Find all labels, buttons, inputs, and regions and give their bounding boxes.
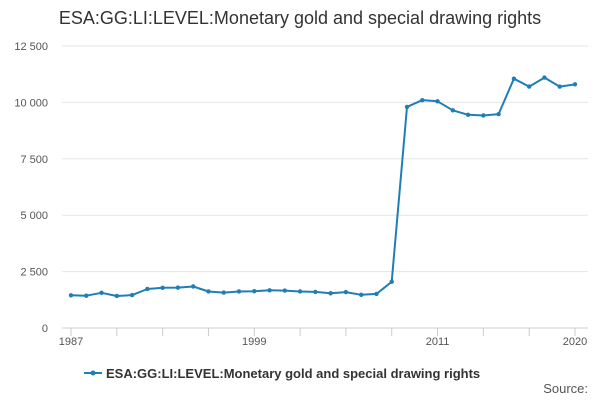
y-tick-label: 7 500	[20, 154, 48, 166]
x-tick-label: 1999	[242, 336, 266, 348]
data-point[interactable]	[190, 284, 196, 289]
data-point[interactable]	[114, 293, 120, 299]
y-tick-label: 5 000	[20, 210, 48, 222]
data-point[interactable]	[481, 113, 486, 118]
y-tick-label: 2 500	[20, 267, 48, 279]
x-tick-label: 1987	[59, 336, 83, 348]
data-point[interactable]	[374, 291, 379, 297]
source-label: Source:	[543, 381, 588, 396]
data-point[interactable]	[129, 292, 135, 298]
legend-label[interactable]: ESA:GG:LI:LEVEL:Monetary gold and specia…	[106, 366, 480, 381]
x-tick-label: 2011	[426, 336, 450, 348]
data-point[interactable]	[526, 84, 532, 89]
data-point[interactable]	[420, 97, 425, 103]
data-point[interactable]	[84, 293, 89, 298]
data-point[interactable]	[297, 289, 303, 294]
y-tick-label: 10 000	[14, 97, 48, 109]
data-point[interactable]	[236, 289, 242, 294]
data-point[interactable]	[328, 291, 333, 296]
data-point[interactable]	[282, 288, 288, 293]
data-point[interactable]	[221, 290, 226, 295]
data-point[interactable]	[542, 75, 547, 80]
grid-layer	[62, 45, 588, 273]
data-point[interactable]	[511, 76, 517, 81]
data-point[interactable]	[252, 289, 257, 294]
x-tick-label: 2020	[563, 336, 587, 348]
series-layer	[68, 75, 578, 299]
data-point[interactable]	[496, 111, 501, 117]
data-point[interactable]	[343, 289, 349, 295]
data-point[interactable]	[267, 288, 272, 293]
data-point[interactable]	[465, 112, 471, 118]
data-point[interactable]	[358, 292, 364, 298]
data-point[interactable]	[206, 289, 211, 294]
data-point[interactable]	[175, 285, 181, 290]
data-point[interactable]	[404, 104, 410, 110]
data-point[interactable]	[572, 82, 578, 87]
chart-title: ESA:GG:LI:LEVEL:Monetary gold and specia…	[58, 8, 542, 28]
data-point[interactable]	[68, 293, 74, 298]
data-point[interactable]	[160, 285, 165, 291]
data-point[interactable]	[313, 289, 318, 295]
y-tick-label: 12 500	[14, 41, 48, 53]
series-line[interactable]	[70, 76, 576, 297]
data-point[interactable]	[450, 108, 456, 113]
data-point[interactable]	[99, 290, 104, 296]
y-tick-label: 0	[42, 323, 48, 335]
data-point[interactable]	[435, 99, 440, 104]
data-point[interactable]	[557, 84, 562, 89]
data-point[interactable]	[145, 286, 150, 292]
legend-marker	[90, 370, 96, 376]
data-point[interactable]	[389, 279, 394, 284]
axis-layer: 0 2 500 5 000 7 500 10 000 12 500 1987 1999 2011…	[14, 41, 588, 348]
legend[interactable]: ESA:GG:LI:LEVEL:Monetary gold and specia…	[84, 366, 480, 381]
